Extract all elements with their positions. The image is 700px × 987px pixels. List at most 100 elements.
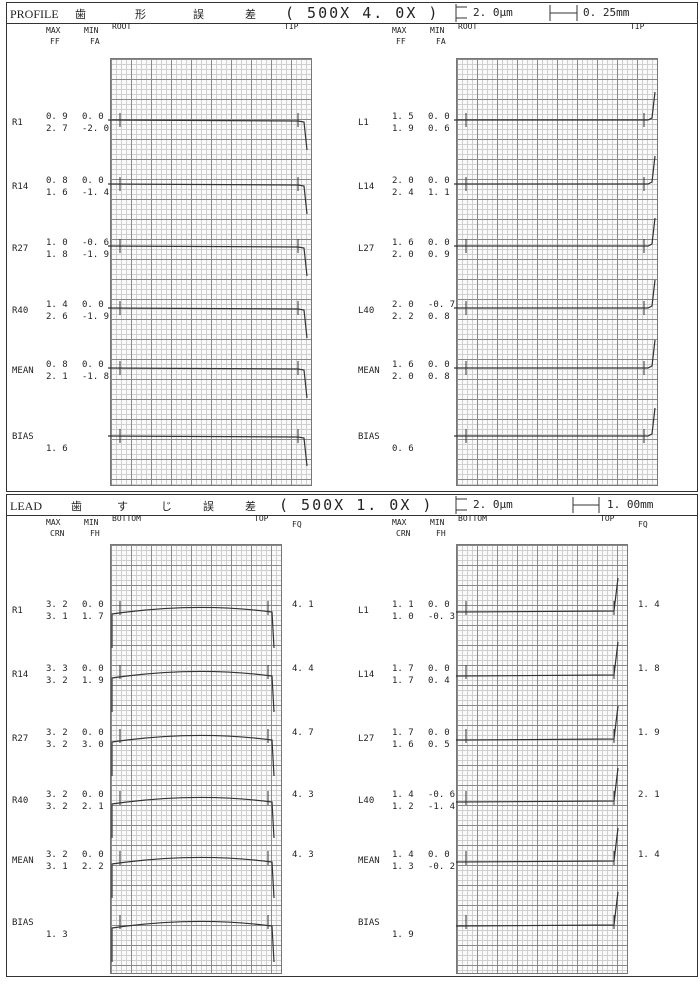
row-sub2: 0. 4	[428, 676, 450, 686]
col-header-min: MIN	[84, 518, 99, 527]
lead-horizontal-scale: 1. 00mm	[607, 498, 654, 511]
row-sub2: 1. 1	[428, 188, 450, 198]
row-max: 3. 2	[46, 600, 68, 610]
row-sub2: 0. 9	[428, 250, 450, 260]
row-label: BIAS	[358, 432, 380, 442]
row-label: L27	[358, 734, 375, 744]
row-max: 1. 4	[46, 300, 68, 310]
row-min: 0. 0	[428, 850, 450, 860]
row-max: 2. 0	[392, 300, 414, 310]
row-min: 0. 0	[82, 790, 104, 800]
row-sub1: 2. 2	[392, 312, 414, 322]
row-label: R1	[12, 118, 23, 128]
row-max: 3. 2	[46, 850, 68, 860]
row-sub2: 1. 9	[82, 676, 104, 686]
row-sub1: 2. 7	[46, 124, 68, 134]
row-max: 3. 2	[46, 790, 68, 800]
row-fq: 1. 4	[638, 600, 660, 610]
row-sub1: 3. 1	[46, 612, 68, 622]
col-header-sub2: FH	[90, 529, 100, 538]
col-header-max: MAX	[46, 26, 61, 35]
row-sub2: 0. 8	[428, 372, 450, 382]
row-min: 0. 0	[428, 176, 450, 186]
row-max: 1. 5	[392, 112, 414, 122]
col-header-min: MIN	[84, 26, 99, 35]
row-min: 0. 0	[82, 300, 104, 310]
row-sub1: 2. 0	[392, 372, 414, 382]
row-max: 1. 6	[392, 238, 414, 248]
chart-grid	[456, 544, 628, 974]
row-sub2: 3. 0	[82, 740, 104, 750]
axis-end-left: ROOT	[458, 22, 478, 31]
row-label: R14	[12, 182, 29, 192]
row-sub1: 1. 6	[46, 188, 68, 198]
row-fq: 4. 1	[292, 600, 314, 610]
row-max: 1. 7	[392, 664, 414, 674]
row-sub2: 0. 6	[428, 124, 450, 134]
profile-section-label: PROFILE	[10, 7, 59, 21]
profile-title-char: 歯	[75, 8, 86, 21]
row-sub2: -1. 9	[82, 250, 110, 260]
col-header-min: MIN	[430, 518, 445, 527]
row-label: L1	[358, 118, 369, 128]
col-header-max: MAX	[392, 518, 407, 527]
profile-horizontal-scale: 0. 25mm	[583, 6, 630, 19]
col-header-sub2: FA	[436, 37, 446, 46]
row-label: R27	[12, 244, 29, 254]
row-min: 0. 0	[428, 600, 450, 610]
row-sub1: 1. 6	[392, 740, 414, 750]
col-header-sub1: CRN	[50, 529, 65, 538]
col-header-min: MIN	[430, 26, 445, 35]
row-max: 3. 3	[46, 664, 68, 674]
row-label: MEAN	[12, 856, 34, 866]
row-sub1: 2. 4	[392, 188, 414, 198]
lead-header: LEAD 歯 す じ 誤 差 ( 500X 1. 0X ) 2. 0μm 1. …	[7, 495, 697, 516]
chart-grid	[110, 544, 282, 974]
row-sub1: 1. 0	[392, 612, 414, 622]
row-max: 0. 8	[46, 176, 68, 186]
axis-end-left: ROOT	[112, 22, 132, 31]
axis-end-right: TIP	[284, 22, 299, 31]
row-sub1: 3. 2	[46, 740, 68, 750]
lead-section: LEAD 歯 す じ 誤 差 ( 500X 1. 0X ) 2. 0μm 1. …	[6, 494, 698, 977]
row-fq: 4. 4	[292, 664, 314, 674]
row-sub1: 1. 7	[392, 676, 414, 686]
row-sub2: -0. 3	[428, 612, 456, 622]
row-min: -0. 6	[82, 238, 110, 248]
row-min: 0. 0	[428, 728, 450, 738]
row-min: 0. 0	[82, 850, 104, 860]
axis-end-right: TOP	[600, 514, 615, 523]
row-label: R40	[12, 796, 29, 806]
row-bias-value: 1. 3	[46, 930, 68, 940]
row-label: R1	[12, 606, 23, 616]
row-sub1: 1. 3	[392, 862, 414, 872]
row-fq: 4. 3	[292, 790, 314, 800]
axis-end-right: TIP	[630, 22, 645, 31]
row-min: 0. 0	[428, 664, 450, 674]
row-label: L14	[358, 670, 375, 680]
col-header-fq: FQ	[638, 520, 648, 529]
row-label: L27	[358, 244, 375, 254]
row-label: L14	[358, 182, 375, 192]
row-bias-value: 0. 6	[392, 444, 414, 454]
col-header-sub1: FF	[50, 37, 60, 46]
row-sub2: 0. 5	[428, 740, 450, 750]
col-header-max: MAX	[46, 518, 61, 527]
axis-end-right: TOP	[254, 514, 269, 523]
lead-title-char: 歯	[71, 500, 82, 513]
row-min: 0. 0	[82, 176, 104, 186]
row-fq: 4. 3	[292, 850, 314, 860]
profile-magnification: ( 500X 4. 0X )	[285, 4, 440, 22]
row-max: 0. 9	[46, 112, 68, 122]
row-fq: 1. 9	[638, 728, 660, 738]
row-label: MEAN	[358, 366, 380, 376]
row-sub2: -2. 0	[82, 124, 110, 134]
row-label: L40	[358, 306, 375, 316]
lead-section-label: LEAD	[10, 499, 42, 513]
axis-end-left: BOTTOM	[112, 514, 141, 523]
row-sub1: 2. 6	[46, 312, 68, 322]
row-sub1: 1. 2	[392, 802, 414, 812]
row-fq: 2. 1	[638, 790, 660, 800]
row-min: 0. 0	[82, 664, 104, 674]
row-min: -0. 6	[428, 790, 456, 800]
